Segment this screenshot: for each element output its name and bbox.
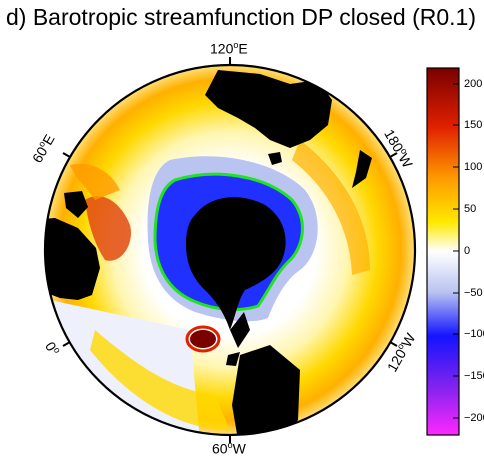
- tick-180w: [389, 152, 398, 158]
- indian-ocean-red-patch: [85, 196, 131, 261]
- colorbar-tick-label: −200: [464, 412, 484, 424]
- australia-landmass: [205, 70, 332, 148]
- weddell-red-spot: [190, 330, 216, 348]
- tick-120w: [389, 341, 398, 347]
- tick-60e: [62, 152, 71, 158]
- south-america-landmass: [232, 345, 300, 435]
- colorbar-ticks: [453, 83, 459, 419]
- colorbar-tick-label: 200: [464, 78, 483, 90]
- label-120e: 120oE: [210, 40, 248, 57]
- indian-ocean-orange-patch: [70, 163, 120, 200]
- map-title: d) Barotropic streamfunction DP closed (…: [6, 4, 476, 30]
- label-60w: 60oW: [212, 440, 246, 457]
- tasmania: [268, 152, 282, 165]
- colorbar-tick-label: −100: [464, 328, 484, 340]
- colorbar-tick-label: −50: [464, 287, 483, 299]
- south-atlantic-yellow-band: [90, 330, 230, 430]
- colorbar-tick-label: 0: [464, 245, 471, 257]
- acc-green-contour: [153, 172, 304, 311]
- meridian-ticks: [62, 57, 398, 443]
- colorbar-tick-label: −150: [464, 370, 484, 382]
- weddell-red-ring: [185, 325, 221, 353]
- pacific-orange-band: [292, 140, 370, 275]
- tick-0: [62, 341, 71, 347]
- colorbar-tick-label: 100: [464, 161, 483, 173]
- antarctic-peninsula: [230, 312, 250, 348]
- tierra-del-fuego: [226, 352, 240, 366]
- antarctica-landmass: [186, 197, 286, 330]
- new-zealand: [352, 150, 372, 188]
- colorbar-tick-label: 50: [464, 203, 477, 215]
- madagascar: [64, 191, 88, 218]
- colorbar-tick-label: 150: [464, 119, 483, 131]
